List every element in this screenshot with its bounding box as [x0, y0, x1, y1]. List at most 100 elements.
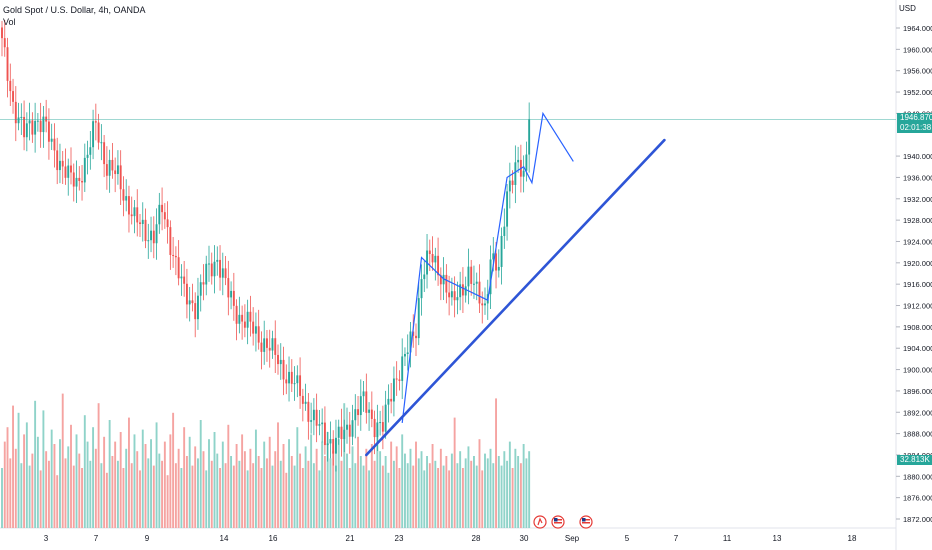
volume-bar: [210, 460, 213, 528]
us-flag-stripe: [554, 519, 562, 521]
volume-bar: [500, 465, 503, 528]
volume-bar: [100, 463, 103, 528]
volume-bar: [72, 465, 75, 528]
volume-bar: [172, 412, 175, 528]
volume-bar: [486, 458, 489, 528]
price-tick-label: 1940.000: [903, 152, 932, 161]
price-tick-label: 1936.000: [903, 173, 932, 182]
volume-bar: [216, 453, 219, 528]
volume-bar: [105, 472, 108, 528]
volume-bar: [492, 463, 495, 528]
volume-bar: [277, 422, 279, 528]
volume-bar: [155, 422, 158, 528]
candle-body: [158, 204, 161, 225]
currency-label[interactable]: USD: [899, 4, 916, 13]
candle-body: [172, 254, 175, 256]
volume-bar: [384, 456, 387, 528]
volume-bar: [42, 410, 45, 528]
candle-body: [213, 261, 216, 277]
candle-body: [326, 443, 329, 446]
volume-bar: [136, 451, 139, 528]
candle-body: [14, 101, 17, 124]
candle-body: [373, 418, 376, 438]
volume-bar: [470, 460, 473, 528]
volume-bar: [415, 441, 417, 528]
us-flag-stripe: [582, 519, 590, 521]
candle-body: [390, 398, 393, 402]
volume-bar: [17, 412, 20, 528]
candle-body: [34, 120, 37, 135]
candle-body: [133, 207, 136, 217]
volume-bar: [503, 451, 506, 528]
candle-body: [128, 196, 130, 215]
candle-body: [81, 181, 83, 183]
time-tick-label: 21: [346, 534, 355, 543]
candle-body: [266, 338, 268, 348]
volume-bar: [445, 456, 448, 528]
volume-bar: [59, 439, 61, 528]
volume-bar: [12, 405, 14, 528]
candle-body: [219, 259, 221, 278]
candle-body: [152, 230, 155, 244]
volume-bar: [232, 465, 235, 528]
candle-body: [321, 422, 324, 425]
candle-body: [180, 276, 183, 279]
volume-bar: [61, 393, 64, 528]
volume-bar: [260, 468, 263, 528]
volume-legend[interactable]: Vol: [3, 17, 16, 27]
price-tick-label: 1912.000: [903, 302, 932, 311]
candle-body: [514, 162, 517, 185]
volume-bar: [161, 460, 164, 528]
candle-body: [147, 240, 150, 242]
volume-bar: [174, 463, 177, 528]
volume-bar: [373, 460, 376, 528]
volume-bar: [404, 453, 406, 528]
volume-bar: [461, 468, 464, 528]
candle-body: [6, 47, 9, 81]
volume-bar: [83, 415, 86, 528]
candle-body: [94, 121, 97, 123]
volume-bar: [450, 453, 453, 528]
candle-body: [210, 263, 213, 277]
volume-bar: [439, 448, 442, 528]
volume-bar: [348, 468, 351, 528]
volume-bar: [431, 444, 434, 528]
volume-bar: [379, 451, 382, 528]
candle-body: [318, 424, 321, 426]
volume-bar: [53, 444, 56, 528]
candle-body: [125, 196, 128, 201]
time-tick-label: 7: [94, 534, 99, 543]
candle-body: [304, 401, 307, 404]
volume-bar: [246, 470, 249, 528]
candle-body: [130, 214, 133, 217]
volume-bar: [271, 465, 274, 528]
volume-bar: [290, 456, 293, 528]
volume-bar: [197, 458, 199, 528]
candle-body: [3, 38, 6, 48]
time-tick-label: 7: [674, 534, 679, 543]
volume-bar: [346, 453, 348, 528]
volume-bar: [111, 456, 114, 528]
candle-body: [299, 375, 302, 396]
volume-bar: [448, 470, 451, 528]
candle-body: [376, 422, 379, 438]
candle-body: [59, 160, 61, 171]
candle-body: [423, 274, 426, 280]
volume-bar: [340, 460, 343, 528]
price-tick-label: 1888.000: [903, 430, 932, 439]
volume-bar: [28, 465, 31, 528]
price-tick-label: 1896.000: [903, 387, 932, 396]
candle-body: [111, 159, 114, 171]
candle-body: [235, 305, 238, 324]
candle-body: [508, 180, 511, 192]
volume-bar: [343, 403, 346, 528]
volume-bar: [315, 448, 318, 528]
symbol-title[interactable]: Gold Spot / U.S. Dollar, 4h, OANDA: [3, 5, 146, 15]
candle-body: [254, 326, 257, 334]
candle-body: [312, 409, 315, 421]
candle-body: [337, 426, 340, 438]
volume-bar: [180, 468, 183, 528]
volume-bar: [484, 453, 486, 528]
candle-body: [83, 157, 86, 183]
